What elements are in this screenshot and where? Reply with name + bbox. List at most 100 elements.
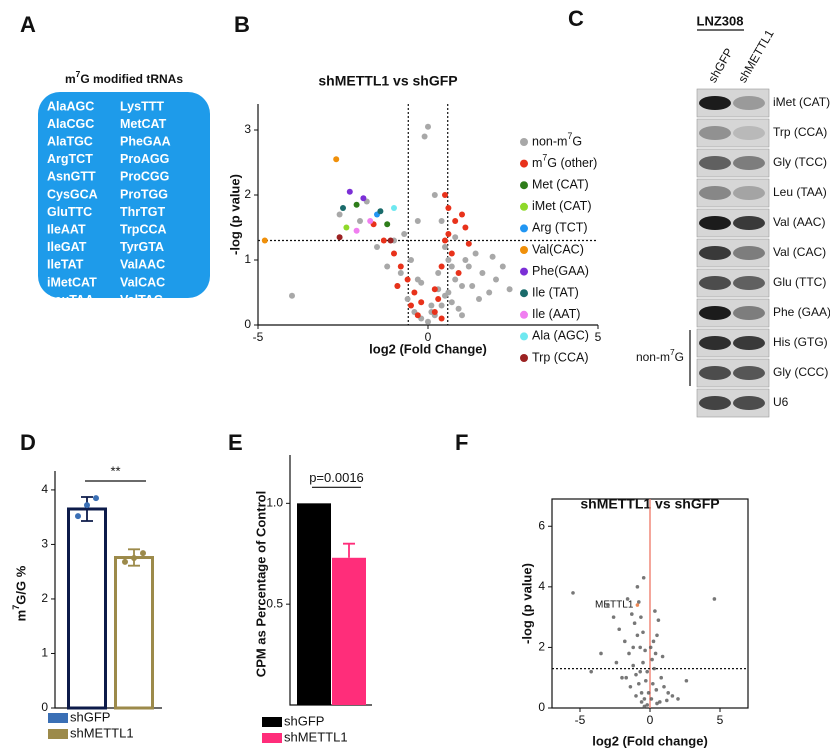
point xyxy=(639,691,644,695)
blot-band xyxy=(733,336,765,350)
point xyxy=(479,270,486,276)
blot-row-label: Leu (TAA) xyxy=(773,185,827,199)
legend-label: shMETTL1 xyxy=(284,729,348,744)
point xyxy=(261,237,268,244)
blot-band xyxy=(699,276,731,290)
blot-band xyxy=(699,156,731,170)
point xyxy=(401,231,408,237)
point xyxy=(631,663,635,668)
annotation: p=0.0016 xyxy=(309,470,364,485)
point xyxy=(465,263,472,270)
point xyxy=(648,645,653,650)
trna-box xyxy=(38,92,210,298)
trna-name: ProAGG xyxy=(120,152,169,166)
annotation: METTL1 xyxy=(595,600,634,611)
point xyxy=(571,591,575,595)
point xyxy=(445,231,452,237)
point xyxy=(425,123,431,130)
point xyxy=(353,201,360,208)
point xyxy=(418,279,425,286)
trna-name: TyrGTA xyxy=(120,240,164,254)
cell-line: LNZ308 xyxy=(697,13,744,28)
trna-name: GluTTC xyxy=(47,205,92,219)
point xyxy=(627,651,631,656)
blot-band xyxy=(733,306,765,320)
point xyxy=(384,263,391,270)
point xyxy=(397,270,404,276)
point xyxy=(404,296,411,302)
data-point xyxy=(84,502,90,509)
trna-name: ProTGG xyxy=(120,187,168,201)
point xyxy=(442,244,448,250)
point xyxy=(599,651,603,656)
y-tick-label: 0.5 xyxy=(266,596,283,610)
point xyxy=(431,192,438,198)
point xyxy=(645,703,649,707)
point xyxy=(435,270,442,276)
point xyxy=(656,618,661,622)
point xyxy=(639,700,644,704)
point xyxy=(425,318,431,325)
annotation: ** xyxy=(110,463,120,478)
legend-label: Met (CAT) xyxy=(532,177,589,191)
point xyxy=(391,250,397,257)
legend-label: Arg (TCT) xyxy=(532,221,588,235)
point xyxy=(459,283,465,289)
point xyxy=(642,697,647,701)
point xyxy=(645,669,649,674)
point xyxy=(408,302,414,309)
point xyxy=(652,666,656,671)
blot-row-label: Glu (TTC) xyxy=(773,275,826,289)
trna-name: IleTAT xyxy=(47,258,84,272)
error-bar xyxy=(343,542,355,558)
point xyxy=(459,312,465,319)
point xyxy=(660,654,665,659)
point xyxy=(431,309,438,315)
panel-label: A xyxy=(20,12,36,37)
y-tick-label: 4 xyxy=(41,482,48,496)
legend-swatch xyxy=(520,354,528,362)
y-tick-label: 3 xyxy=(244,122,251,136)
point xyxy=(712,597,717,601)
point xyxy=(438,302,445,309)
point xyxy=(666,691,670,695)
point xyxy=(620,675,624,680)
point xyxy=(462,224,469,231)
legend-label: shGFP xyxy=(70,709,110,724)
legend-label: non-m7G xyxy=(532,131,582,148)
y-tick-label: 0 xyxy=(41,700,48,714)
point xyxy=(670,694,675,698)
point xyxy=(435,296,442,302)
blot-band xyxy=(699,396,731,410)
point xyxy=(452,234,459,241)
point xyxy=(653,651,658,656)
point xyxy=(333,156,340,163)
trna-name: LysCTT xyxy=(47,310,93,324)
point xyxy=(631,645,635,650)
legend-swatch xyxy=(520,289,528,298)
trna-name: AlaCGC xyxy=(47,117,94,131)
point xyxy=(662,684,666,689)
point xyxy=(380,237,387,244)
point xyxy=(452,218,459,224)
legend-swatch xyxy=(520,138,528,146)
y-tick-label: 0 xyxy=(538,700,545,714)
bar xyxy=(297,503,331,705)
point xyxy=(404,276,411,283)
point xyxy=(455,270,462,276)
chart-title: shMETTL1 vs shGFP xyxy=(318,73,457,89)
blot-band xyxy=(699,126,731,140)
point xyxy=(452,276,459,283)
y-tick-label: 1 xyxy=(244,252,251,266)
x-tick-label: -5 xyxy=(253,330,264,344)
y-tick-label: 2 xyxy=(41,591,48,605)
point xyxy=(448,250,455,257)
group-label: non-m7G xyxy=(636,347,684,364)
point xyxy=(637,600,641,604)
blot-row-label: Trp (CCA) xyxy=(773,125,827,139)
blot-band xyxy=(733,396,765,410)
point xyxy=(638,645,642,650)
point xyxy=(455,305,462,312)
point xyxy=(644,678,648,683)
